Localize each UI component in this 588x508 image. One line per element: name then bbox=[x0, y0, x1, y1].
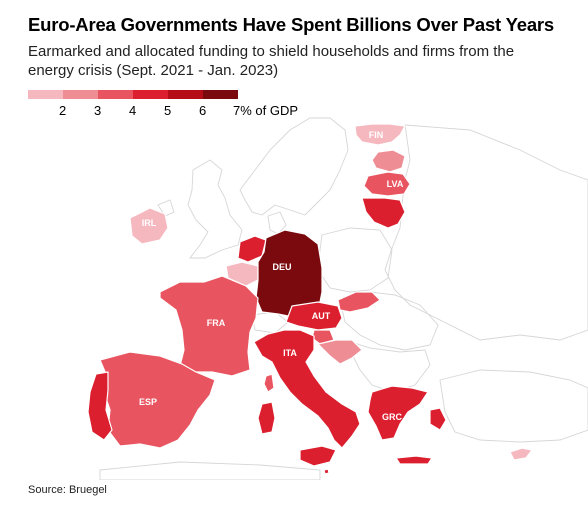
country-est bbox=[371, 149, 406, 173]
north-africa bbox=[99, 461, 321, 480]
country-label-fra: FRA bbox=[207, 318, 226, 328]
country-label-lva: LVA bbox=[387, 179, 404, 189]
country-label-ita: ITA bbox=[283, 348, 297, 358]
legend-swatch bbox=[98, 90, 133, 99]
source-note: Source: Bruegel bbox=[28, 484, 107, 496]
country-cyp bbox=[509, 447, 533, 461]
country-label-aut: AUT bbox=[312, 311, 331, 321]
country-ita bbox=[253, 329, 361, 449]
europe-map: FIN LVA IRL DEU FRA AUT ITA ESP GRC bbox=[87, 117, 588, 480]
country-ita-sicily bbox=[299, 445, 337, 467]
country-lva bbox=[363, 171, 411, 197]
country-fra-corsica bbox=[263, 373, 275, 393]
chart-title: Euro-Area Governments Have Spent Billion… bbox=[28, 14, 554, 35]
balkans bbox=[344, 339, 431, 393]
country-label-grc: GRC bbox=[382, 412, 403, 422]
country-mlt bbox=[323, 468, 330, 475]
legend-swatch bbox=[133, 90, 168, 99]
legend-color-bar bbox=[28, 90, 288, 99]
legend-swatch bbox=[168, 90, 203, 99]
legend-label: 6 bbox=[199, 103, 207, 118]
legend-label: 2 bbox=[59, 103, 67, 118]
eurozone-countries bbox=[87, 123, 533, 475]
country-label-esp: ESP bbox=[139, 397, 157, 407]
legend-label: 7% of GDP bbox=[233, 103, 299, 118]
legend-label: 4 bbox=[129, 103, 137, 118]
country-label-fin: FIN bbox=[369, 130, 384, 140]
scandinavia bbox=[239, 117, 349, 216]
legend-label: 3 bbox=[94, 103, 102, 118]
turkey bbox=[439, 369, 588, 443]
northern-ireland bbox=[157, 199, 175, 217]
russia-belarus-ukraine bbox=[384, 124, 588, 341]
denmark bbox=[267, 211, 287, 235]
hungary-romania bbox=[339, 291, 439, 351]
legend-swatch bbox=[203, 90, 238, 99]
poland-czechia bbox=[317, 227, 393, 293]
country-ita-sardinia bbox=[257, 401, 276, 435]
country-prt bbox=[87, 371, 113, 441]
country-svk bbox=[337, 291, 381, 313]
country-grc-crete bbox=[395, 455, 433, 465]
country-grc-islands bbox=[429, 407, 447, 431]
country-label-deu: DEU bbox=[272, 262, 291, 272]
country-hrv bbox=[317, 339, 363, 365]
chart-subtitle: Earmarked and allocated funding to shiel… bbox=[28, 43, 515, 79]
uk-landmass bbox=[187, 159, 243, 259]
country-irl bbox=[129, 207, 169, 245]
legend: 2 3 4 5 6 7% of GDP bbox=[28, 90, 298, 118]
country-label-irl: IRL bbox=[142, 218, 157, 228]
legend-swatch bbox=[28, 90, 63, 99]
country-grc bbox=[367, 385, 429, 441]
legend-label: 5 bbox=[164, 103, 172, 118]
legend-swatch bbox=[63, 90, 98, 99]
country-esp bbox=[99, 351, 216, 449]
country-ltu bbox=[361, 197, 406, 229]
country-fin bbox=[354, 123, 406, 146]
country-fra bbox=[159, 275, 259, 377]
country-labels: FIN LVA IRL DEU FRA AUT ITA ESP GRC bbox=[139, 130, 404, 422]
country-aut bbox=[285, 301, 343, 331]
